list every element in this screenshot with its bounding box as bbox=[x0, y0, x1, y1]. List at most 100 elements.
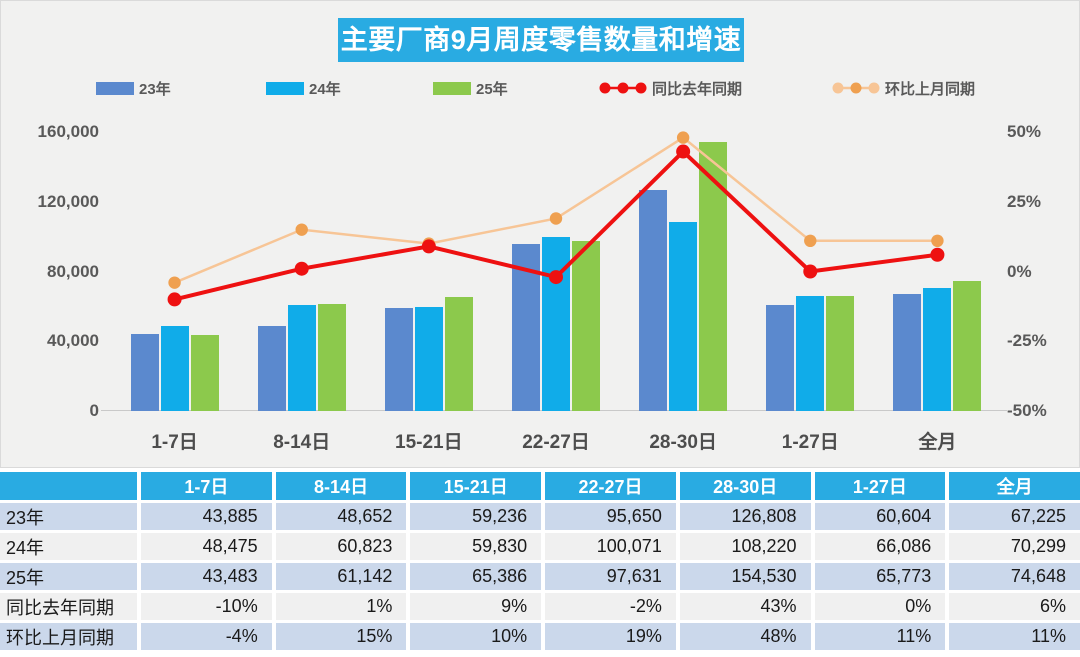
table-cell-25年-全月: 74,648 bbox=[949, 563, 1080, 590]
legend-label: 24年 bbox=[309, 80, 341, 98]
table-cell-24年-8-14日: 60,823 bbox=[275, 533, 407, 560]
legend-label: 环比上月同期 bbox=[885, 80, 976, 98]
table-cell-24年-1-7日: 48,475 bbox=[141, 533, 272, 560]
left-axis-tick: 120,000 bbox=[37, 191, 99, 211]
point-同比去年同期-1-7日 bbox=[167, 292, 182, 307]
table-cell-环比上月同期-28-30日: 48% bbox=[679, 623, 811, 650]
legend-item-同比去年同期: 同比去年同期 bbox=[599, 79, 743, 98]
left-axis-tick: 80,000 bbox=[47, 261, 99, 281]
table-header-1-27日: 1-27日 bbox=[814, 472, 946, 500]
point-同比去年同期-1-27日 bbox=[803, 264, 818, 279]
table-corner-cell bbox=[0, 472, 137, 500]
legend-label: 25年 bbox=[476, 80, 508, 98]
bar-23年-15-21日 bbox=[384, 307, 413, 411]
table-cell-23年-15-21日: 59,236 bbox=[410, 503, 542, 530]
table-cell-24年-28-30日: 108,220 bbox=[679, 533, 811, 560]
table-header-8-14日: 8-14日 bbox=[275, 472, 407, 500]
table-cell-同比去年同期-全月: 6% bbox=[949, 593, 1080, 620]
table-cell-同比去年同期-22-27日: -2% bbox=[545, 593, 676, 620]
bar-23年-28-30日 bbox=[639, 189, 668, 411]
table-cell-25年-1-27日: 65,773 bbox=[814, 563, 946, 590]
bar-24年-15-21日 bbox=[414, 306, 443, 411]
bar-25年-8-14日 bbox=[317, 304, 346, 411]
table-header-28-30日: 28-30日 bbox=[679, 472, 811, 500]
left-axis-tick: 40,000 bbox=[47, 331, 99, 351]
point-同比去年同期-8-14日 bbox=[294, 261, 309, 276]
table-cell-环比上月同期-22-27日: 19% bbox=[545, 623, 676, 650]
plot-area bbox=[101, 131, 1007, 411]
bar-23年-全月 bbox=[893, 293, 922, 411]
legend-item-环比上月同期: 环比上月同期 bbox=[832, 79, 976, 98]
right-axis-tick: 50% bbox=[1007, 122, 1042, 141]
legend-label: 同比去年同期 bbox=[652, 80, 743, 98]
line-series-layer bbox=[167, 131, 945, 307]
table-row-label-23年: 23年 bbox=[0, 503, 137, 530]
bar-23年-1-27日 bbox=[766, 305, 795, 411]
legend-swatch-icon bbox=[266, 81, 304, 95]
bar-24年-1-7日 bbox=[160, 326, 189, 411]
bar-25年-1-7日 bbox=[190, 335, 219, 411]
table-row-label-环比上月同期: 环比上月同期 bbox=[0, 623, 137, 650]
line-同比去年同期 bbox=[167, 144, 945, 307]
chart-title: 主要厂商9月周度零售数量和增速 bbox=[338, 18, 744, 62]
line-环比上月同期 bbox=[168, 131, 944, 289]
table-cell-23年-8-14日: 48,652 bbox=[275, 503, 407, 530]
table-row-label-24年: 24年 bbox=[0, 533, 137, 560]
table-cell-25年-15-21日: 65,386 bbox=[410, 563, 542, 590]
data-table: 1-7日 8-14日 15-21日 22-27日 28-30日 1-27日 全月 23年 43,… bbox=[0, 472, 1080, 650]
legend-swatch-icon bbox=[433, 81, 471, 95]
table-cell-25年-1-7日: 43,483 bbox=[141, 563, 272, 590]
x-axis-label-22-27日: 22-27日 bbox=[522, 432, 590, 453]
table-header-22-27日: 22-27日 bbox=[545, 472, 676, 500]
bar-25年-1-27日 bbox=[826, 296, 855, 411]
legend-line-icon bbox=[599, 82, 647, 94]
right-axis-tick: -25% bbox=[1007, 331, 1047, 351]
point-环比上月同期-22-27日 bbox=[549, 212, 563, 225]
right-axis-tick: -50% bbox=[1007, 401, 1047, 420]
point-同比去年同期-15-21日 bbox=[421, 239, 436, 254]
bar-24年-全月 bbox=[923, 288, 952, 411]
table-header-15-21日: 15-21日 bbox=[410, 472, 542, 500]
table-cell-25年-22-27日: 97,631 bbox=[545, 563, 676, 590]
point-环比上月同期-全月 bbox=[931, 234, 944, 248]
table-cell-同比去年同期-8-14日: 1% bbox=[275, 593, 407, 620]
table-row-label-25年: 25年 bbox=[0, 563, 137, 590]
bar-25年-全月 bbox=[953, 280, 982, 411]
table-cell-23年-1-27日: 60,604 bbox=[814, 503, 946, 530]
table-cell-24年-22-27日: 100,071 bbox=[545, 533, 676, 560]
x-axis-label-1-27日: 1-27日 bbox=[781, 432, 839, 453]
table-cell-24年-全月: 70,299 bbox=[949, 533, 1080, 560]
table-cell-23年-1-7日: 43,885 bbox=[141, 503, 272, 530]
table-cell-同比去年同期-1-27日: 0% bbox=[814, 593, 946, 620]
legend-swatch-icon bbox=[96, 81, 134, 95]
table-cell-同比去年同期-28-30日: 43% bbox=[679, 593, 811, 620]
table-cell-23年-28-30日: 126,808 bbox=[679, 503, 811, 530]
bar-23年-8-14日 bbox=[257, 326, 286, 411]
table-cell-环比上月同期-1-27日: 11% bbox=[814, 623, 946, 650]
bar-25年-15-21日 bbox=[444, 296, 473, 411]
bar-24年-28-30日 bbox=[669, 222, 698, 411]
left-axis-tick: 0 bbox=[89, 401, 99, 420]
right-axis-tick: 25% bbox=[1007, 191, 1042, 211]
table-cell-环比上月同期-8-14日: 15% bbox=[275, 623, 407, 650]
table-cell-25年-28-30日: 154,530 bbox=[679, 563, 811, 590]
legend-label: 23年 bbox=[139, 80, 171, 98]
bar-24年-8-14日 bbox=[287, 304, 316, 411]
table-cell-24年-15-21日: 59,830 bbox=[410, 533, 542, 560]
table-cell-23年-全月: 67,225 bbox=[949, 503, 1080, 530]
chart-panel: 主要厂商9月周度零售数量和增速 23年 24年 25年 同比去年同期 环比上月同期 16… bbox=[0, 0, 1080, 468]
point-同比去年同期-28-30日 bbox=[676, 144, 691, 159]
table-cell-环比上月同期-全月: 11% bbox=[949, 623, 1080, 650]
table-cell-23年-22-27日: 95,650 bbox=[545, 503, 676, 530]
x-axis-label-28-30日: 28-30日 bbox=[649, 432, 717, 453]
table-cell-同比去年同期-15-21日: 9% bbox=[410, 593, 542, 620]
table-cell-24年-1-27日: 66,086 bbox=[814, 533, 946, 560]
table-header-1-7日: 1-7日 bbox=[141, 472, 272, 500]
table-cell-同比去年同期-1-7日: -10% bbox=[141, 593, 272, 620]
point-环比上月同期-1-27日 bbox=[804, 234, 817, 248]
table-header-全月: 全月 bbox=[949, 472, 1080, 500]
x-axis-label-8-14日: 8-14日 bbox=[273, 432, 331, 453]
point-同比去年同期-22-27日 bbox=[549, 270, 563, 285]
bar-23年-1-7日 bbox=[130, 334, 159, 411]
